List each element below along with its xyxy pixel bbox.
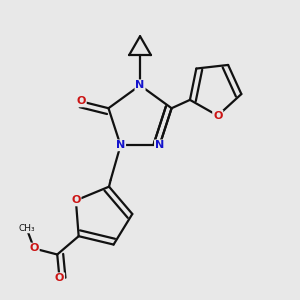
- Text: N: N: [116, 140, 125, 150]
- Text: O: O: [71, 195, 81, 206]
- Text: N: N: [135, 80, 145, 90]
- Text: O: O: [76, 96, 86, 106]
- Text: O: O: [55, 273, 64, 283]
- Text: N: N: [155, 140, 164, 150]
- Text: O: O: [213, 111, 222, 121]
- Text: O: O: [29, 244, 39, 254]
- Text: CH₃: CH₃: [18, 224, 35, 233]
